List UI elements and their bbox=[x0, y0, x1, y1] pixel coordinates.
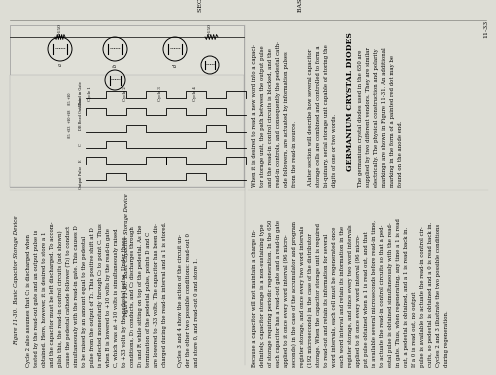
Text: charged during the read-in interval and a 1 is stored.: charged during the read-in interval and … bbox=[162, 221, 167, 367]
Text: SECTION 11.: SECTION 11. bbox=[197, 0, 202, 12]
Text: Cycles 2 and 3 illustrate the two possible conditions: Cycles 2 and 3 illustrate the two possib… bbox=[436, 224, 441, 367]
Text: tor storage unit, the path between the output pulse: tor storage unit, the path between the o… bbox=[260, 45, 265, 187]
Text: to +33 volts by the pedestal pulse. Under these: to +33 volts by the pedestal pulse. Unde… bbox=[122, 237, 127, 367]
Text: when B is lowered to +10 volts by the read-in gate: when B is lowered to +10 volts by the re… bbox=[106, 228, 111, 367]
Text: Because a capacitor will not maintain a charge in-: Because a capacitor will not maintain a … bbox=[252, 229, 257, 367]
Text: in gate. Thus, when regenerating, any time a 1 is read: in gate. Thus, when regenerating, any ti… bbox=[396, 218, 401, 367]
Text: GERMANIUM CRYSTAL DIODES: GERMANIUM CRYSTAL DIODES bbox=[346, 33, 354, 171]
Text: each word interval and retain its information in the: each word interval and retain its inform… bbox=[340, 226, 345, 367]
Text: b: b bbox=[113, 63, 118, 67]
Text: tested by the read-out gate and an output pulse is: tested by the read-out gate and an outpu… bbox=[34, 230, 39, 367]
Text: supplied by two different vendors. They are similar: supplied by two different vendors. They … bbox=[366, 47, 371, 187]
Text: a: a bbox=[58, 63, 62, 66]
Text: Cycle 2 also assumes that C₁ is discharged when: Cycle 2 also assumes that C₁ is discharg… bbox=[26, 234, 31, 367]
Text: plish this, the read-in control circuits (not shown): plish this, the read-in control circuits… bbox=[58, 230, 63, 367]
Text: conditions, D₁ conducts, and C₂ discharges through: conditions, D₁ conducts, and C₂ discharg… bbox=[130, 226, 135, 367]
Text: Cycle 4: Cycle 4 bbox=[193, 86, 197, 101]
Text: to actuate the read-in control circuits so that a ped-: to actuate the read-in control circuits … bbox=[380, 225, 385, 367]
Text: A later section will describe how several capacitor: A later section will describe how severa… bbox=[308, 49, 313, 187]
Text: obtained. Here, however, it is desired to store a 1: obtained. Here, however, it is desired t… bbox=[42, 231, 47, 367]
Text: pulse from the output of T₂. This positive shift at D: pulse from the output of T₂. This positi… bbox=[90, 227, 95, 367]
Text: Figure 11-30.  Basic Capacitor Storage Device: Figure 11-30. Basic Capacitor Storage De… bbox=[124, 193, 129, 317]
Text: +10: +10 bbox=[68, 115, 72, 123]
Text: word intervals, each cell must be regenerated once: word intervals, each cell must be regene… bbox=[332, 226, 337, 367]
Text: of storage requiring periodic regeneration. In the 650: of storage requiring periodic regenerati… bbox=[268, 220, 273, 367]
Text: electrically. The physical construction and polarity: electrically. The physical construction … bbox=[374, 48, 379, 187]
Text: BASIC PRINCIPLES: BASIC PRINCIPLES bbox=[298, 0, 303, 12]
Text: storage. When the capacitor storage unit is required: storage. When the capacitor storage unit… bbox=[316, 223, 321, 367]
Text: +10: +10 bbox=[68, 91, 72, 99]
Text: cause the pedestal cathode follower (T₂) to conduct: cause the pedestal cathode follower (T₂)… bbox=[66, 226, 71, 367]
Text: each capacitor has a read-out gate and a read-in gate: each capacitor has a read-out gate and a… bbox=[276, 220, 281, 367]
Text: estal pulse is obtained simultaneously with the read-: estal pulse is obtained simultaneously w… bbox=[388, 222, 393, 367]
Text: definitely, capacitor storage is a non-sustaining type: definitely, capacitor storage is a non-s… bbox=[260, 224, 265, 367]
Text: read-in controls, and consequently the pedestal cath-: read-in controls, and consequently the p… bbox=[276, 41, 281, 187]
Text: applied to it once every word interval (96 micro-: applied to it once every word interval (… bbox=[284, 234, 289, 367]
Text: put pulse obtained when a 1 is read out, and that: put pulse obtained when a 1 is read out,… bbox=[364, 231, 369, 367]
Text: Cycles 3 and 4 show the action of the circuit un-: Cycles 3 and 4 show the action of the ci… bbox=[178, 234, 183, 367]
Text: B Read Out Gate: B Read Out Gate bbox=[79, 97, 83, 127]
Text: out, a pedestal is obtained, and a 1 is read back in.: out, a pedestal is obtained, and a 1 is … bbox=[404, 227, 409, 367]
Text: simultaneously with the read-in gate. This causes D: simultaneously with the read-in gate. Th… bbox=[74, 225, 79, 367]
FancyBboxPatch shape bbox=[10, 75, 244, 187]
Text: ode followers, are actuated by information pulses: ode followers, are actuated by informati… bbox=[284, 51, 289, 187]
Text: When it is desired to read a new word into a capaci-: When it is desired to read a new word in… bbox=[252, 44, 257, 187]
Text: A Read in Gate: A Read in Gate bbox=[79, 81, 83, 108]
Text: Output Pulse: Output Pulse bbox=[79, 165, 83, 189]
Text: markings are shown in Figure 11-31. An additional: markings are shown in Figure 11-31. An a… bbox=[382, 47, 387, 187]
Text: seconds) in the case of the accumulator and program: seconds) in the case of the accumulator … bbox=[292, 221, 297, 367]
Text: termination of the pedestal pulse, points D and C: termination of the pedestal pulse, point… bbox=[146, 232, 151, 367]
Text: Figure 11-30.  Basic Capacitor Storage Device: Figure 11-30. Basic Capacitor Storage De… bbox=[14, 215, 19, 345]
Text: pulse is available to actuate the read-in control cir-: pulse is available to actuate the read-i… bbox=[420, 226, 425, 367]
Text: der the other two possible conditions: read-out 0: der the other two possible conditions: r… bbox=[186, 233, 191, 367]
Text: from the read-in source.: from the read-in source. bbox=[292, 121, 297, 187]
Text: C, which was at +10 volts is simultaneously raised: C, which was at +10 volts is simultaneou… bbox=[114, 228, 119, 367]
Text: digits of one or two words.: digits of one or two words. bbox=[332, 114, 337, 187]
Text: E: E bbox=[79, 160, 83, 162]
Text: found on the anode end.: found on the anode end. bbox=[398, 120, 403, 187]
Text: register storage, and since every two word intervals: register storage, and since every two wo… bbox=[348, 224, 353, 367]
Text: marking in the form of a painted red dot may be: marking in the form of a painted red dot… bbox=[390, 55, 395, 187]
FancyBboxPatch shape bbox=[10, 25, 244, 187]
Text: and the read-in control circuits is blocked, and the: and the read-in control circuits is bloc… bbox=[268, 48, 273, 187]
Text: to read-out and retain its information for several: to read-out and retain its information f… bbox=[324, 234, 329, 367]
Text: and the capacitor must be left discharged. To accom-: and the capacitor must be left discharge… bbox=[50, 221, 55, 367]
Text: D₁ and R while sitting on top of the pedestal. As the: D₁ and R while sitting on top of the ped… bbox=[138, 225, 143, 367]
Text: +18: +18 bbox=[68, 108, 72, 116]
Text: D: D bbox=[79, 128, 83, 130]
Text: to be raised by an amount equal to the pedestal: to be raised by an amount equal to the p… bbox=[82, 236, 87, 367]
Text: during regeneration.: during regeneration. bbox=[444, 310, 449, 367]
Text: is reflected momentarily through C₂ to point C. Thus: is reflected momentarily through C₂ to p… bbox=[98, 223, 103, 367]
Text: and store 0, and read-out 0 and store 1.: and store 0, and read-out 0 and store 1. bbox=[194, 258, 199, 367]
Text: -35: -35 bbox=[68, 99, 72, 105]
Text: bi-quinary, serial storage unit capable of storing the: bi-quinary, serial storage unit capable … bbox=[324, 44, 329, 187]
Text: cuits, so pedestal is obtained and a 0 is read back in.: cuits, so pedestal is obtained and a 0 i… bbox=[428, 222, 433, 367]
Text: -35: -35 bbox=[68, 132, 72, 138]
Text: 11-33: 11-33 bbox=[483, 20, 488, 38]
Text: is available several microseconds before read-in time,: is available several microseconds before… bbox=[372, 220, 377, 367]
Text: +150: +150 bbox=[208, 23, 212, 35]
Text: d: d bbox=[173, 63, 178, 67]
Text: The germanium crystal diodes used in the 650 are: The germanium crystal diodes used in the… bbox=[358, 50, 363, 187]
Text: applied to it once every word interval (96 micro-: applied to it once every word interval (… bbox=[356, 234, 361, 367]
Text: (192 microseconds) in the case of the distributor: (192 microseconds) in the case of the di… bbox=[308, 233, 313, 367]
Text: register storage, and once every two word intervals: register storage, and once every two wor… bbox=[300, 226, 305, 367]
Text: If a 0 is read out, no output: If a 0 is read out, no output bbox=[412, 291, 417, 367]
Text: Cycle 2: Cycle 2 bbox=[123, 86, 127, 101]
Text: Cycle 3: Cycle 3 bbox=[158, 86, 162, 101]
Text: are lowered to -33 volts. The capacitor has been dis-: are lowered to -33 volts. The capacitor … bbox=[154, 223, 159, 367]
Text: +150: +150 bbox=[58, 23, 62, 35]
Text: C: C bbox=[79, 144, 83, 146]
Text: Cycle 1: Cycle 1 bbox=[88, 86, 92, 101]
Text: storage cells are combined and controlled to form a: storage cells are combined and controlle… bbox=[316, 45, 321, 187]
Text: +33: +33 bbox=[68, 124, 72, 132]
